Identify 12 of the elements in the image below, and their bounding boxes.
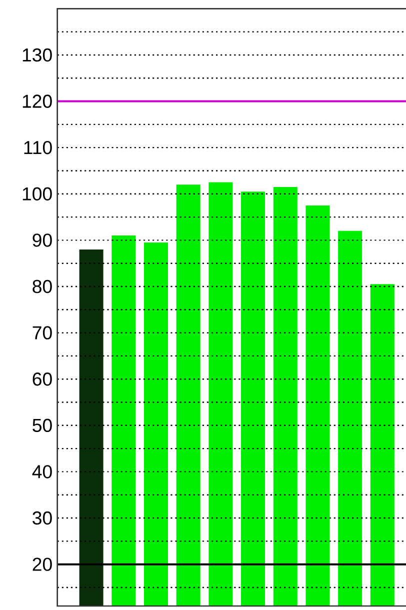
y-tick-label: 130 [22, 48, 52, 62]
y-tick-label: 60 [32, 372, 52, 386]
y-tick-label: 30 [32, 511, 52, 525]
y-tick-label: 80 [32, 280, 52, 294]
y-tick-label: 50 [32, 418, 52, 432]
y-tick-label: 70 [32, 326, 52, 340]
y-tick-label: 40 [32, 465, 52, 478]
y-tick-label: 100 [22, 187, 52, 200]
y-tick-label: 120 [22, 94, 52, 108]
y-tick-label: 110 [24, 140, 52, 154]
y-tick-label: 20 [32, 558, 52, 571]
y-tick-label: 90 [32, 234, 52, 247]
